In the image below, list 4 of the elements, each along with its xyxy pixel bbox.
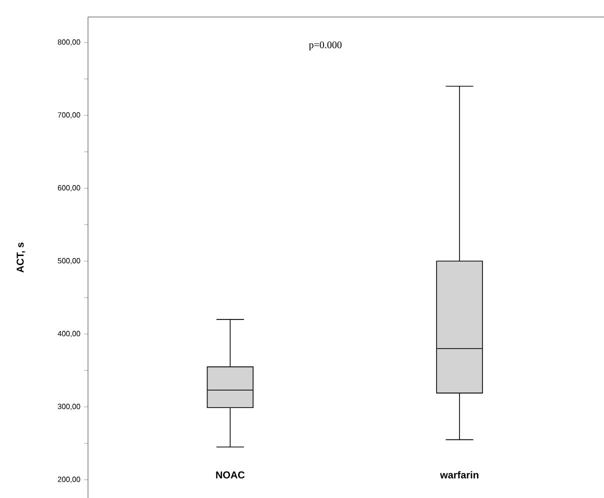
x-tick-label: NOAC (216, 471, 245, 478)
x-tick-label: warfarin (440, 471, 478, 478)
y-axis-title: ACT, s (16, 242, 26, 273)
annotation: p=0.000 (308, 41, 342, 50)
